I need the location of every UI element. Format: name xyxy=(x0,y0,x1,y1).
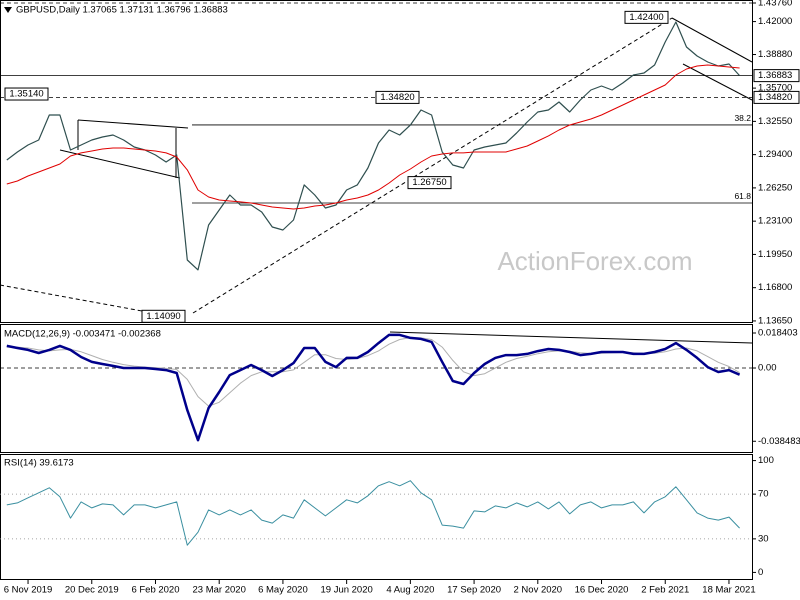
x-tick-label: 20 Dec 2019 xyxy=(65,585,119,596)
annotation: 1.35140 xyxy=(9,89,43,100)
level-label: 61.8 xyxy=(734,191,751,201)
y-tick-label: 1.43760 xyxy=(758,0,792,9)
series-line xyxy=(6,21,741,271)
y-tick-label: 0.018403 xyxy=(758,328,798,339)
macd-panel-frame xyxy=(0,324,753,453)
series-line xyxy=(6,480,740,546)
annotation: 1.42400 xyxy=(629,12,663,23)
y-tick-label: 1.29400 xyxy=(758,149,792,160)
annotation: 1.34820 xyxy=(380,92,414,103)
y-tick-label: 30 xyxy=(758,533,769,544)
trendline xyxy=(671,17,753,63)
watermark: ActionForex.com xyxy=(497,246,692,276)
y-tick-label: 0.00 xyxy=(758,363,777,374)
y-tick-label: 100 xyxy=(758,455,774,466)
price-tag: 1.34820 xyxy=(758,92,792,103)
y-tick-label: 1.35700 xyxy=(758,83,792,94)
y-tick-label: 1.16800 xyxy=(758,282,792,293)
panel-title: GBPUSD,Daily 1.37065 1.37131 1.36796 1.3… xyxy=(16,5,228,16)
x-tick-label: 2 Nov 2020 xyxy=(514,585,563,596)
x-tick-label: 2 Feb 2021 xyxy=(641,585,689,596)
price-tag-box xyxy=(753,90,800,104)
trendline xyxy=(59,149,181,179)
annotation-box xyxy=(141,309,186,323)
annotation-box xyxy=(4,87,49,101)
x-tick-label: 6 Nov 2019 xyxy=(4,585,53,596)
y-tick-label: 1.19950 xyxy=(758,249,792,260)
x-tick-label: 19 Jun 2020 xyxy=(320,585,372,596)
annotation-box xyxy=(624,10,669,24)
level-label: 38.2 xyxy=(734,113,751,123)
trendline xyxy=(682,63,753,101)
x-tick-label: 23 Mar 2020 xyxy=(193,585,246,596)
y-tick-label: 1.23100 xyxy=(758,216,792,227)
y-tick-label: 1.32550 xyxy=(758,116,792,127)
panel-title: MACD(12,26,9) -0.003471 -0.002368 xyxy=(4,329,161,340)
annotation: 1.14090 xyxy=(146,311,180,322)
y-tick-label: 1.26250 xyxy=(758,182,792,193)
price-panel-frame xyxy=(0,0,753,323)
trendline xyxy=(0,284,143,312)
annotation-box xyxy=(375,90,420,104)
price-tag-box xyxy=(753,69,800,83)
x-tick-label: 6 May 2020 xyxy=(258,585,308,596)
series-line xyxy=(6,333,741,442)
y-tick-label: 1.13650 xyxy=(758,315,792,326)
annotation-box xyxy=(407,176,452,190)
trendline xyxy=(77,119,189,129)
y-tick-label: -0.038483 xyxy=(758,436,800,447)
y-tick-label: 70 xyxy=(758,489,769,500)
x-tick-label: 16 Dec 2020 xyxy=(575,585,629,596)
series-line xyxy=(6,64,740,210)
x-tick-label: 17 Sep 2020 xyxy=(447,585,501,596)
rsi-panel-frame xyxy=(0,454,753,580)
x-tick-label: 4 Aug 2020 xyxy=(386,585,434,596)
y-tick-label: 1.38880 xyxy=(758,49,792,60)
y-tick-label: 0 xyxy=(758,567,763,578)
x-tick-label: 18 Mar 2021 xyxy=(702,585,755,596)
trendline xyxy=(192,17,673,314)
annotation: 1.26750 xyxy=(412,177,446,188)
price-tag: 1.36883 xyxy=(758,70,792,81)
panel-title: RSI(14) 39.6173 xyxy=(4,458,74,469)
x-tick-label: 6 Feb 2020 xyxy=(131,585,179,596)
y-tick-label: 1.42000 xyxy=(758,16,792,27)
trendline xyxy=(389,331,753,344)
symbol-icon xyxy=(4,7,12,13)
